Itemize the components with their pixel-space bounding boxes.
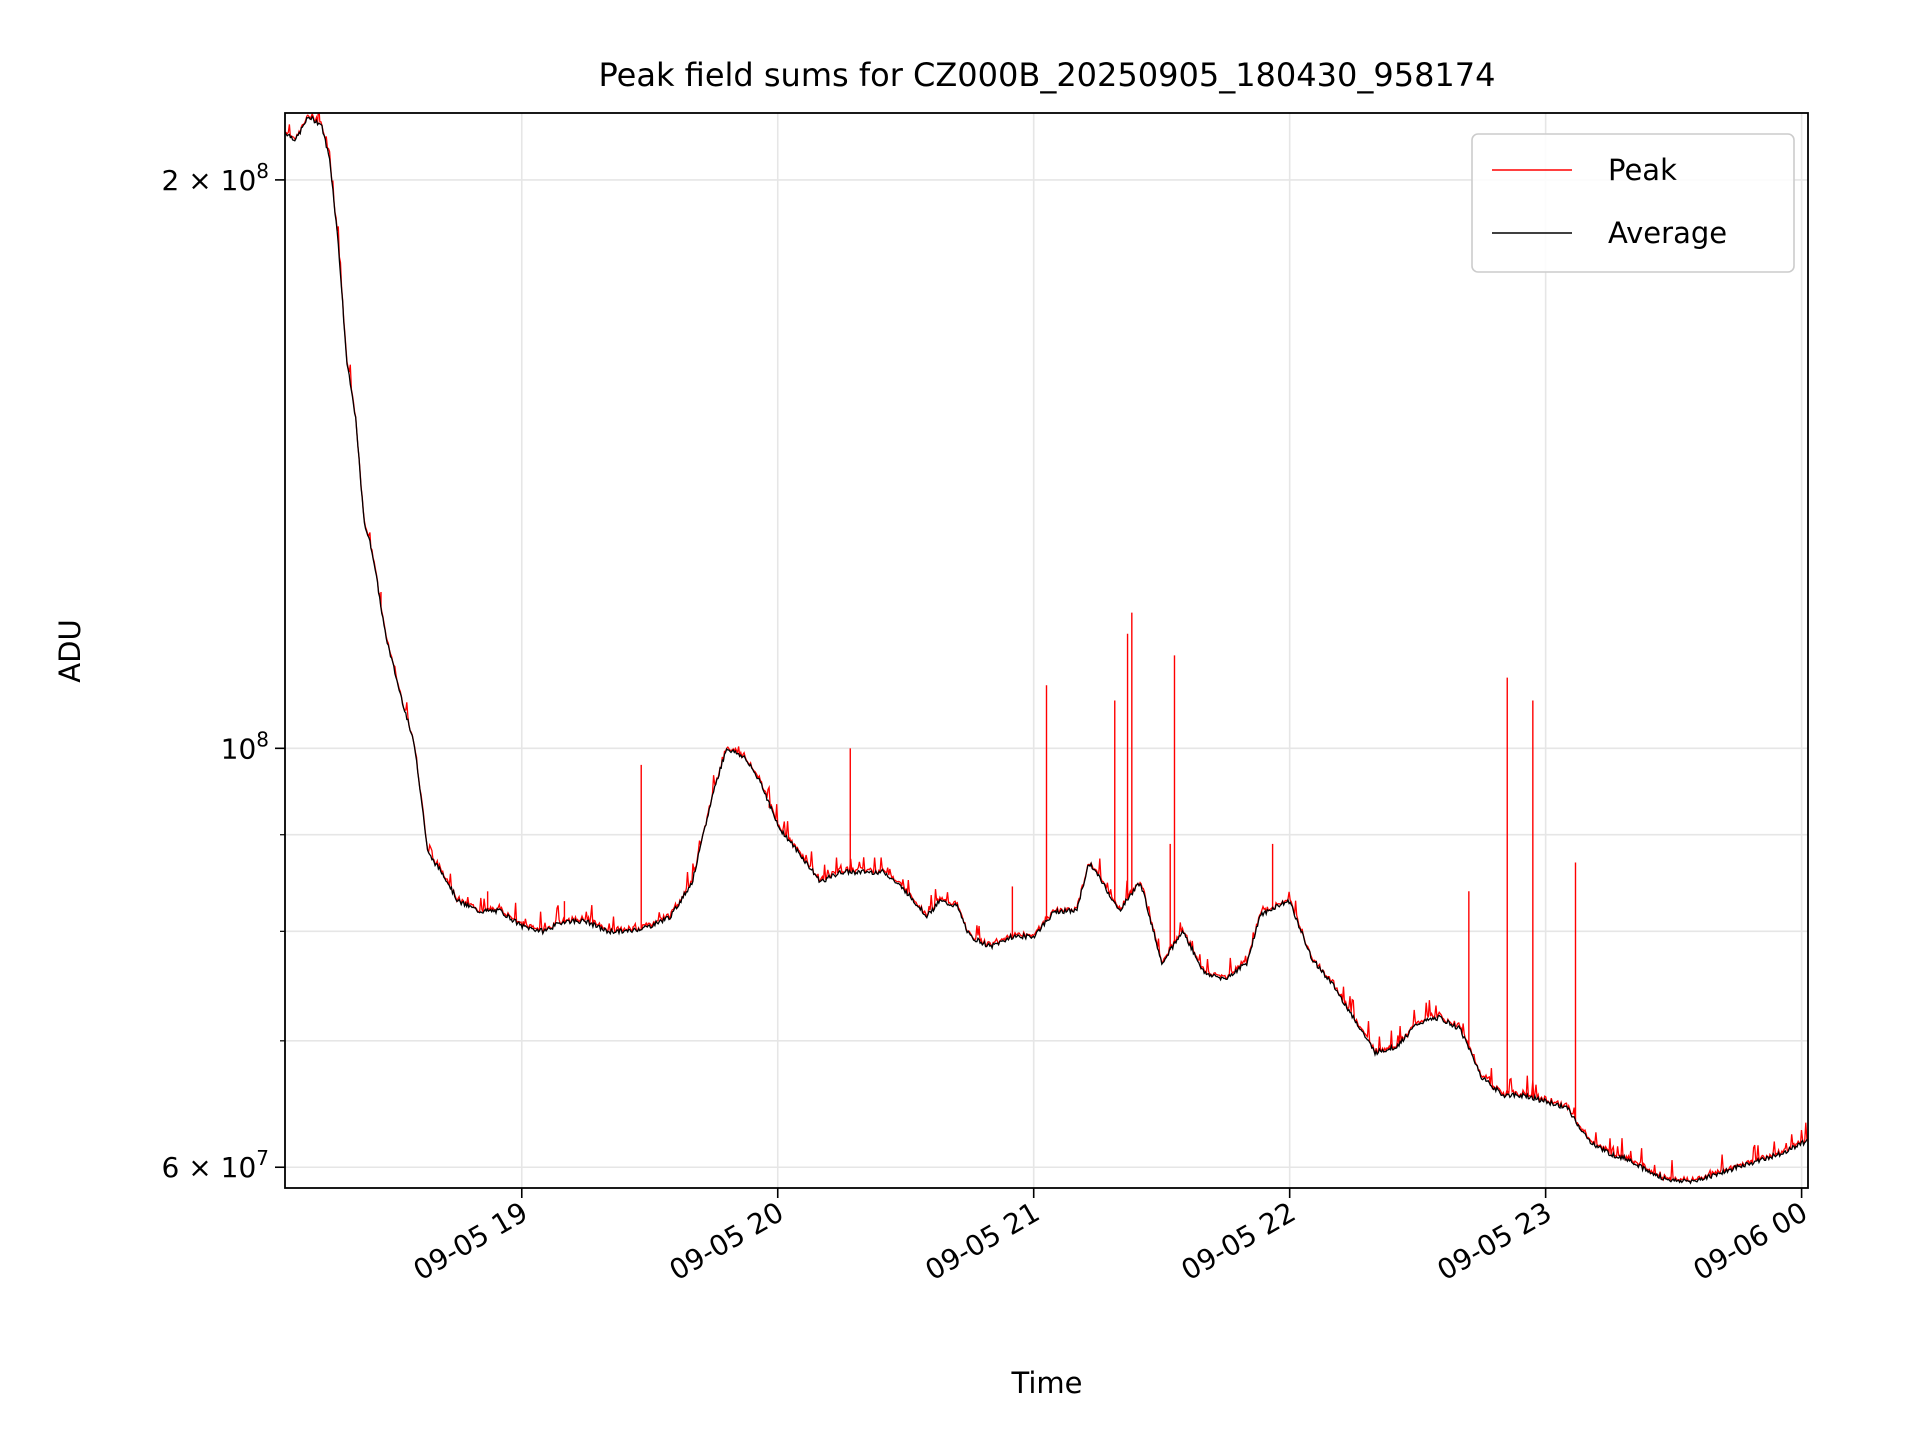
- x-axis-label: Time: [1011, 1366, 1083, 1400]
- plot-frame: [284, 112, 1809, 1189]
- legend: Peak Average: [1471, 133, 1795, 273]
- series-average-line: [285, 115, 1808, 1185]
- legend-label: Average: [1608, 216, 1727, 250]
- grid-layer: [285, 113, 1808, 1188]
- legend-box: [1471, 133, 1795, 273]
- y-tick-label: 2 × 108: [162, 159, 269, 197]
- y-axis-label: ADU: [53, 619, 87, 682]
- chart-title: Peak field sums for CZ000B_20250905_1804…: [599, 56, 1496, 94]
- series-layer: [285, 113, 1808, 1185]
- y-tick-label: 108: [221, 727, 269, 765]
- legend-label: Peak: [1608, 153, 1677, 187]
- y-tick-label: 6 × 107: [162, 1146, 269, 1184]
